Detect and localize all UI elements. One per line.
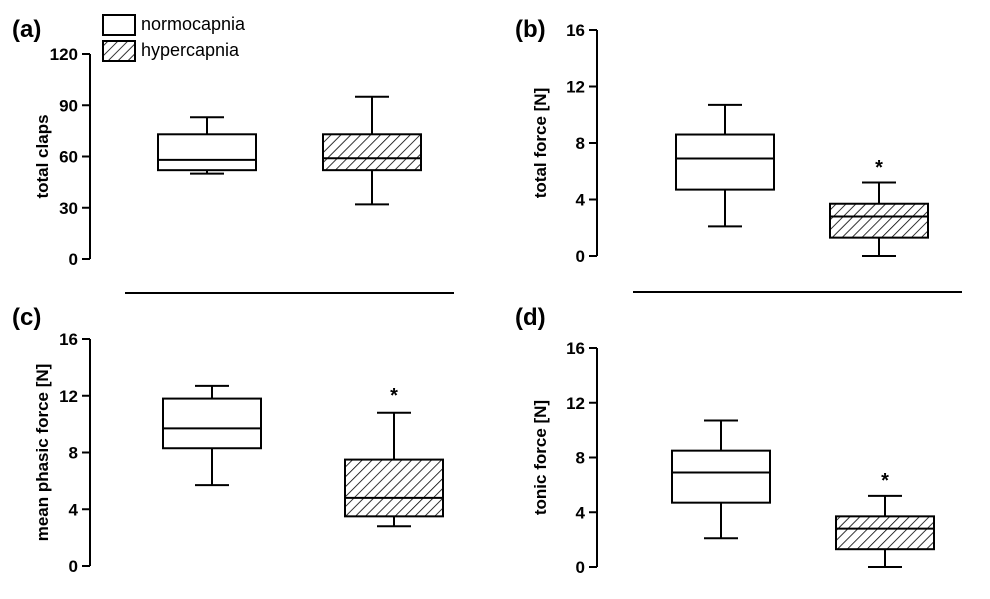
panel-a: (a) 0 30 60 90 120 total claps	[12, 16, 422, 269]
y-tick-label: 12	[59, 387, 78, 406]
significance-marker: *	[390, 385, 398, 407]
panel-letter: (c)	[12, 304, 41, 331]
panel-letter: (a)	[12, 16, 41, 43]
y-tick-label: 0	[69, 557, 78, 576]
y-tick-label: 60	[59, 148, 78, 167]
y-tick-label: 4	[69, 500, 79, 519]
y-tick-label: 8	[69, 444, 78, 463]
legend-label-hypercapnia: hypercapnia	[141, 40, 240, 60]
panel-letter: (b)	[515, 16, 546, 43]
box-hypercapnia	[344, 411, 444, 528]
y-tick-label: 12	[566, 78, 585, 97]
y-tick-label: 90	[59, 96, 78, 115]
y-axis-title: tonic force [N]	[531, 400, 550, 515]
legend-swatch-hypercapnia	[102, 40, 136, 62]
box-iqr	[344, 458, 444, 518]
panel-b: (b) 0 4 8 12 16 total force [N] *	[515, 16, 929, 266]
legend-swatch-normocapnia	[102, 14, 136, 36]
panel-d: (d) 0 4 8 12 16 tonic force [N] *	[515, 304, 935, 577]
y-tick-label: 4	[576, 503, 586, 522]
y-tick-label: 8	[576, 449, 585, 468]
box-iqr	[671, 449, 771, 504]
panel-letter: (d)	[515, 304, 546, 331]
y-axis-title: total force [N]	[531, 88, 550, 199]
box-normocapnia	[675, 103, 775, 228]
y-tick-label: 12	[566, 394, 585, 413]
y-tick-label: 0	[576, 247, 585, 266]
y-tick-label: 120	[50, 45, 78, 64]
y-tick-label: 16	[566, 339, 585, 358]
box-iqr	[322, 133, 422, 172]
y-tick-label: 16	[566, 21, 585, 40]
panel-c: (c) 0 4 8 12 16 mean phasic force [N] *	[12, 304, 444, 576]
box-hypercapnia	[829, 181, 929, 257]
box-normocapnia	[157, 116, 257, 175]
y-axis-title: mean phasic force [N]	[33, 364, 52, 542]
box-hypercapnia	[835, 494, 935, 568]
box-iqr	[157, 133, 257, 172]
y-tick-label: 0	[69, 250, 78, 269]
legend-label-normocapnia: normocapnia	[141, 14, 246, 34]
box-normocapnia	[162, 384, 262, 487]
y-axis-title: total claps	[33, 114, 52, 198]
legend: normocapnia hypercapnia	[102, 14, 246, 62]
significance-marker: *	[881, 470, 889, 492]
y-tick-label: 4	[576, 191, 586, 210]
y-tick-label: 16	[59, 330, 78, 349]
y-tick-label: 0	[576, 558, 585, 577]
box-normocapnia	[671, 419, 771, 540]
box-hypercapnia	[322, 95, 422, 206]
box-iqr	[162, 397, 262, 450]
box-iqr	[829, 202, 929, 239]
box-iqr	[675, 133, 775, 191]
y-tick-label: 8	[576, 134, 585, 153]
significance-marker: *	[875, 157, 883, 179]
y-tick-label: 30	[59, 199, 78, 218]
box-iqr	[835, 515, 935, 551]
